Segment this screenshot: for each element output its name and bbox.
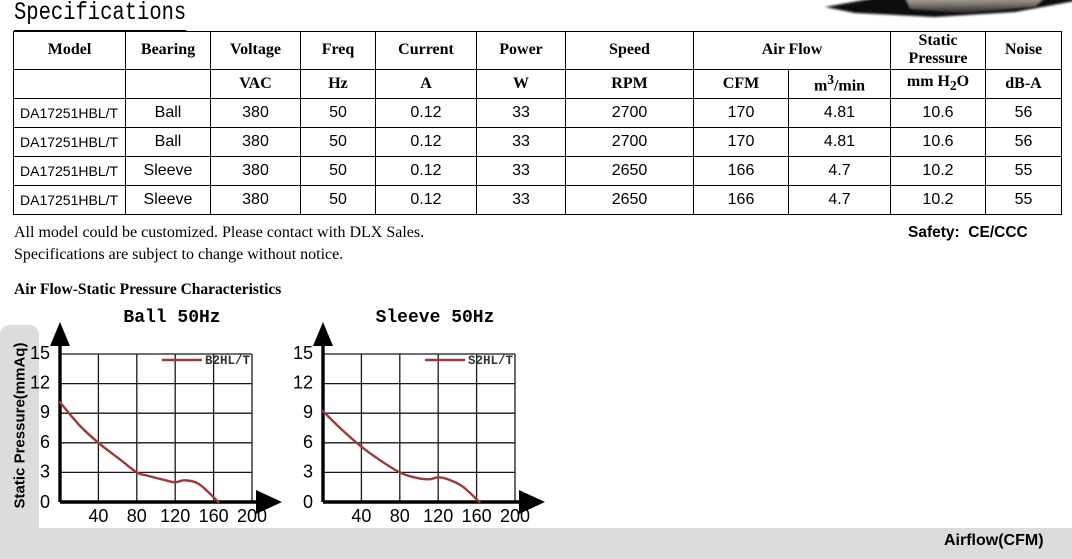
svg-text:80: 80	[390, 506, 410, 526]
svg-text:160: 160	[199, 506, 229, 526]
svg-text:0: 0	[303, 492, 313, 512]
svg-text:9: 9	[40, 402, 50, 422]
svg-text:15: 15	[293, 343, 313, 363]
svg-text:40: 40	[351, 506, 371, 526]
svg-text:0: 0	[40, 492, 50, 512]
svg-text:3: 3	[303, 461, 313, 481]
svg-text:12: 12	[30, 373, 50, 393]
svg-text:15: 15	[30, 343, 50, 363]
svg-text:80: 80	[127, 506, 147, 526]
svg-text:B2HL/T: B2HL/T	[205, 354, 251, 368]
svg-text:40: 40	[88, 506, 108, 526]
svg-text:6: 6	[40, 432, 50, 452]
svg-text:120: 120	[160, 506, 190, 526]
svg-text:160: 160	[462, 506, 492, 526]
svg-text:9: 9	[303, 402, 313, 422]
svg-text:6: 6	[303, 432, 313, 452]
svg-text:200: 200	[237, 506, 267, 526]
svg-text:200: 200	[500, 506, 530, 526]
svg-text:3: 3	[40, 461, 50, 481]
svg-text:120: 120	[423, 506, 453, 526]
svg-text:12: 12	[293, 373, 313, 393]
svg-text:S2HL/T: S2HL/T	[468, 354, 514, 368]
